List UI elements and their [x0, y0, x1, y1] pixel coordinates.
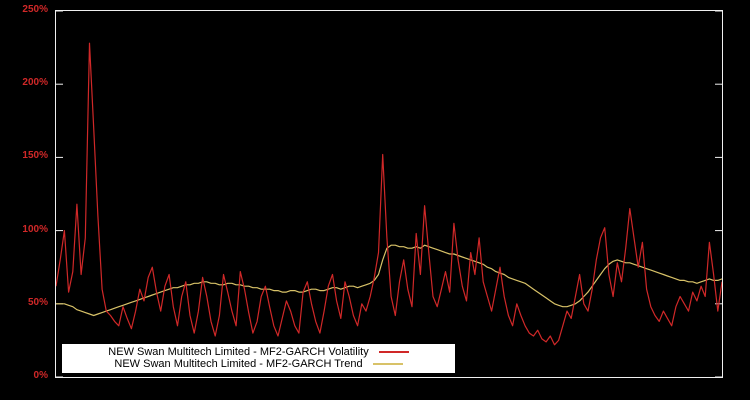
y-tick-label: 150%	[22, 150, 48, 162]
plot-area	[55, 10, 723, 378]
series-line	[56, 42, 722, 346]
legend-row-trend: NEW Swan Multitech Limited - MF2-GARCH T…	[62, 358, 455, 370]
legend-label-volatility: NEW Swan Multitech Limited - MF2-GARCH V…	[108, 346, 369, 358]
legend: NEW Swan Multitech Limited - MF2-GARCH V…	[62, 344, 455, 373]
legend-row-volatility: NEW Swan Multitech Limited - MF2-GARCH V…	[62, 346, 455, 358]
legend-line-sample-trend	[372, 363, 403, 365]
y-tick-label: 200%	[22, 77, 48, 89]
legend-line-sample-volatility	[378, 351, 409, 353]
y-tick-label: 250%	[22, 4, 48, 15]
y-tick-label: 0%	[33, 370, 48, 381]
series-line	[56, 244, 722, 317]
y-tick-label: 100%	[22, 223, 48, 235]
chart-series-svg	[56, 11, 722, 377]
y-tick-label: 50%	[27, 296, 48, 308]
legend-label-trend: NEW Swan Multitech Limited - MF2-GARCH T…	[114, 358, 363, 370]
